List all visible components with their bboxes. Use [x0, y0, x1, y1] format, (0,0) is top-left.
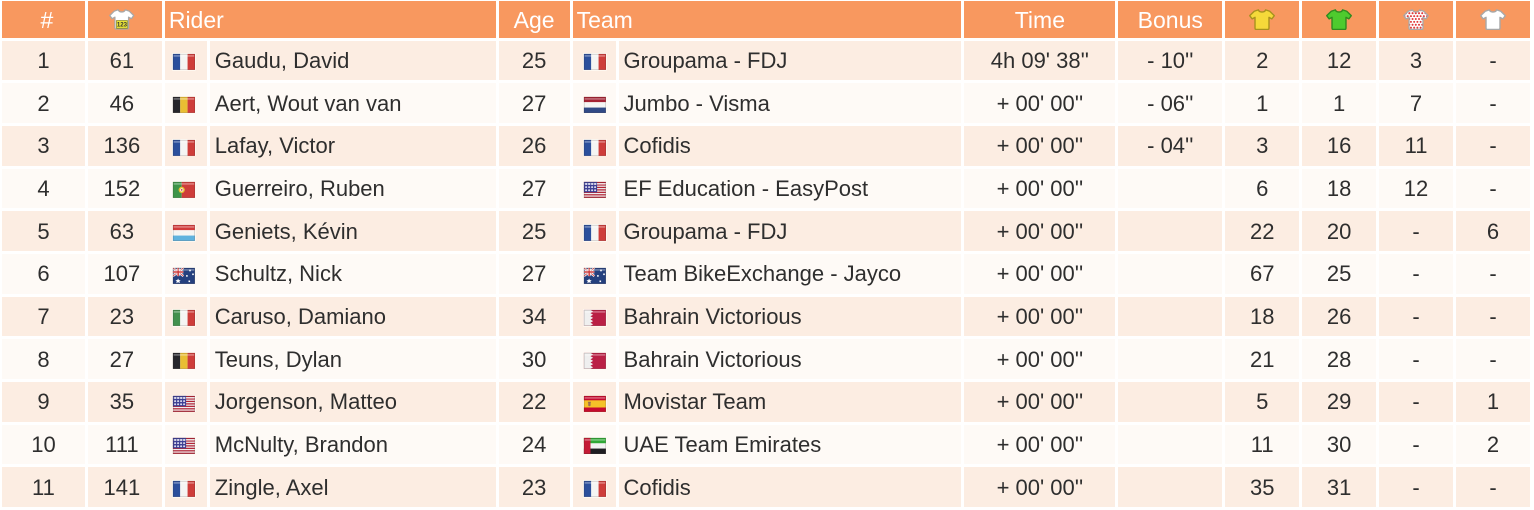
svg-text:123: 123 — [117, 22, 128, 29]
